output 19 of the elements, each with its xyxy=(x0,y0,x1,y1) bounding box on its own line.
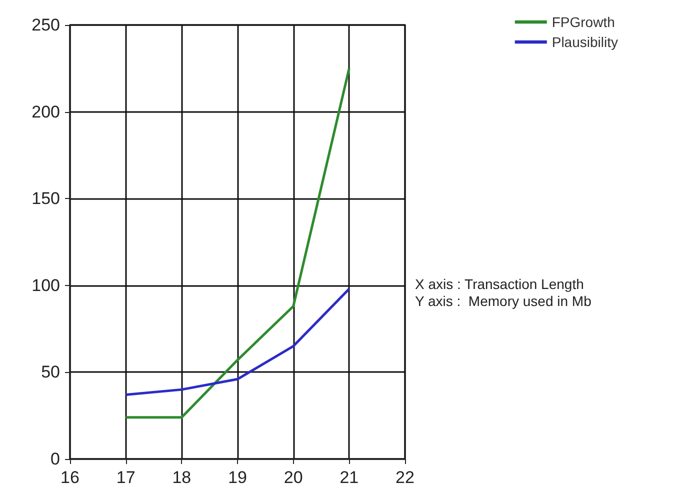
x-tick-label: 21 xyxy=(340,468,359,487)
line-series xyxy=(124,67,350,419)
text: Y axis : Memory used in Mb xyxy=(415,293,592,309)
x-tick-label: 18 xyxy=(172,468,192,487)
line-series xyxy=(124,288,350,396)
y-tick-label: 50 xyxy=(41,362,60,382)
y-tick-label: 150 xyxy=(32,189,60,208)
x-tick-label: 17 xyxy=(116,468,136,487)
x-tick-label: 20 xyxy=(284,468,303,487)
y-tick-label: 100 xyxy=(32,276,60,295)
x-tick-label: 22 xyxy=(396,468,414,487)
y-tick-label: 250 xyxy=(32,16,60,34)
y-tick-label: 200 xyxy=(32,102,60,122)
x-tick-label: 19 xyxy=(228,468,247,487)
legend-label: Plausibility xyxy=(552,34,618,50)
text: X axis : Transaction Length xyxy=(415,276,584,292)
legend-label: FPGrowth xyxy=(552,14,615,30)
x-tick-label: 16 xyxy=(60,468,80,487)
y-tick-label: 0 xyxy=(50,450,60,468)
